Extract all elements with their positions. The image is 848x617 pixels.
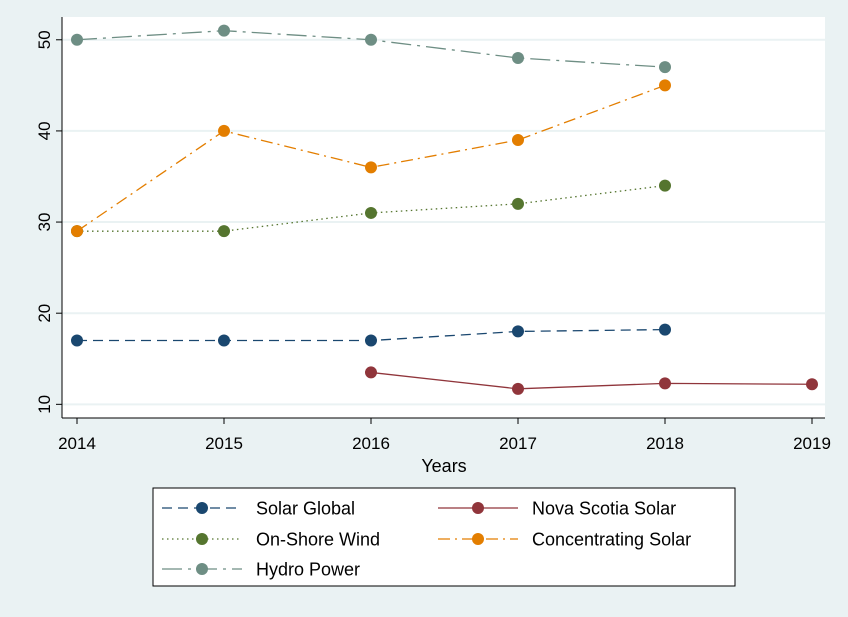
legend-swatch-marker [196,533,208,545]
series-nova-scotia-solar [365,366,818,395]
data-point-solar-global [512,325,524,338]
legend-item-solar-global: Solar Global [162,498,355,518]
legend-item-concentrating-solar: Concentrating Solar [438,529,691,549]
legend-label: Concentrating Solar [532,529,691,549]
data-point-solar-global [659,323,671,336]
data-point-hydro-power [71,33,83,46]
data-point-on-shore-wind [512,197,524,210]
data-point-concentrating-solar [71,225,83,238]
data-point-concentrating-solar [218,124,230,137]
legend-label: Hydro Power [256,559,360,579]
legend-swatch-marker [472,533,484,545]
x-tick-label: 2018 [646,434,684,453]
x-axis-title: Years [421,456,466,476]
x-tick-label: 2017 [499,434,537,453]
legend-label: Solar Global [256,498,355,518]
data-point-on-shore-wind [365,206,377,219]
data-point-nova-scotia-solar [659,377,671,390]
data-point-concentrating-solar [659,79,671,92]
x-tick-label: 2015 [205,434,243,453]
legend-item-on-shore-wind: On-Shore Wind [162,529,380,549]
series-on-shore-wind [71,179,671,238]
legend-label: Nova Scotia Solar [532,498,676,518]
data-point-nova-scotia-solar [512,382,524,395]
data-point-hydro-power [512,52,524,65]
data-point-concentrating-solar [365,161,377,174]
data-point-solar-global [365,334,377,347]
series-hydro-power [71,24,671,74]
legend-swatch-marker [196,563,208,575]
y-tick-label: 50 [35,30,54,49]
data-point-on-shore-wind [659,179,671,192]
series-layer [71,24,818,395]
legend-item-hydro-power: Hydro Power [162,559,360,579]
y-tick-label: 10 [35,395,54,414]
plot-area [62,17,825,418]
y-tick-label: 40 [35,121,54,140]
data-point-nova-scotia-solar [806,378,818,391]
legend-item-nova-scotia-solar: Nova Scotia Solar [438,498,676,518]
data-point-hydro-power [365,33,377,46]
legend: Solar Global Nova Scotia Solar On-Shore Wi… [152,487,736,587]
data-point-on-shore-wind [218,225,230,238]
series-solar-global [71,323,671,347]
gridlines [62,38,825,406]
data-point-hydro-power [218,24,230,37]
x-tick-label: 2014 [58,434,96,453]
y-tick-label: 30 [35,213,54,232]
data-point-hydro-power [659,61,671,74]
x-tick-label: 2019 [793,434,831,453]
series-line-nova-scotia-solar [370,371,813,390]
x-tick-label: 2016 [352,434,390,453]
data-point-concentrating-solar [512,134,524,147]
legend-box [152,487,736,587]
legend-swatch-marker [196,502,208,514]
data-point-solar-global [71,334,83,347]
axes: 10 20 30 40 50 2014 2015 2016 2017 2018 2019 [35,17,831,453]
y-tick-label: 20 [35,304,54,323]
series-concentrating-solar [71,79,671,238]
legend-label: On-Shore Wind [256,529,380,549]
legend-swatch-marker [472,502,484,514]
data-point-solar-global [218,334,230,347]
data-point-nova-scotia-solar [365,366,377,379]
